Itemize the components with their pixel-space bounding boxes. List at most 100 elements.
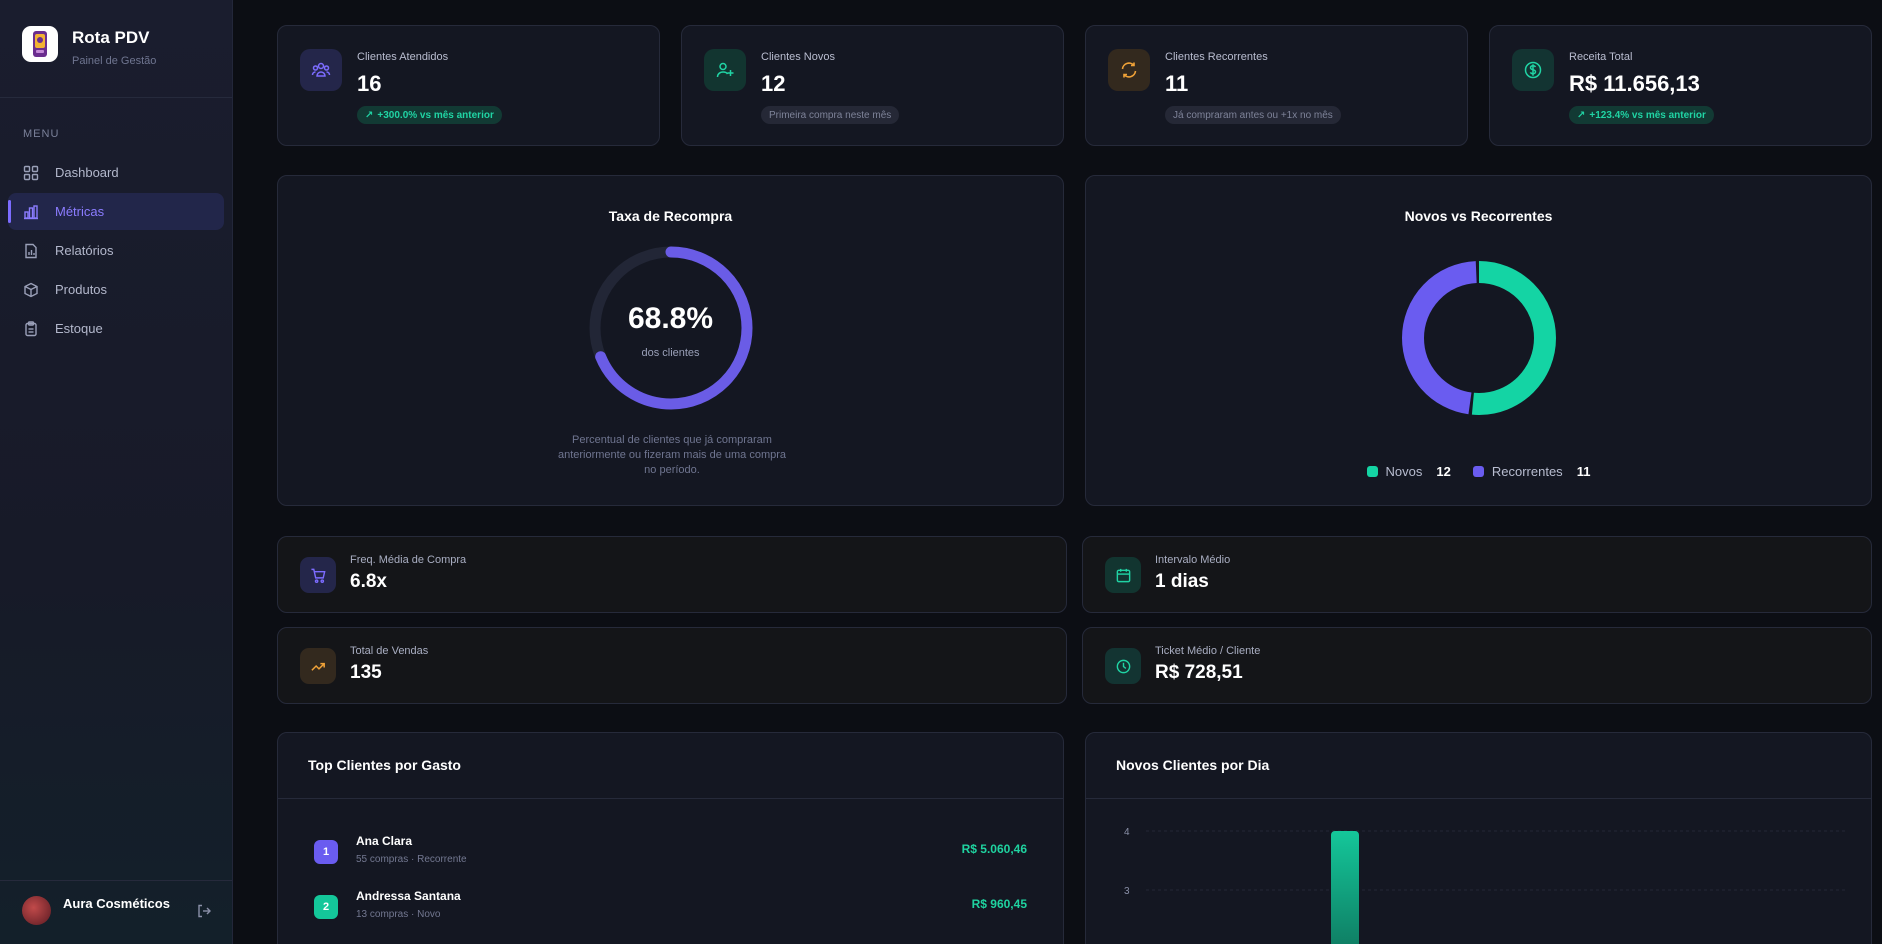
sidebar-nav: Dashboard Métricas Relatórios Produtos: [8, 154, 224, 349]
new-clients-per-day-panel: Novos Clientes por Dia 4 3: [1085, 732, 1872, 944]
client-amount: R$ 5.060,46: [961, 842, 1027, 856]
metric-card-freq-media: Freq. Média de Compra 6.8x: [277, 536, 1067, 613]
sidebar-item-label: Dashboard: [55, 165, 119, 180]
stat-label: Receita Total: [1569, 51, 1633, 63]
donut-slice-recorrentes: [1402, 261, 1556, 415]
legend-item-recorrentes: Recorrentes 11: [1472, 464, 1590, 479]
divider: [0, 880, 232, 881]
repurchase-rate-panel: Taxa de Recompra 68.8% dos clientes Perc…: [277, 175, 1064, 506]
metric-value: 6.8x: [350, 571, 387, 592]
sidebar-item-dashboard[interactable]: Dashboard: [8, 154, 224, 191]
donut-chart: [1402, 261, 1556, 415]
trend-up-icon: ↗: [365, 109, 374, 121]
list-item[interactable]: 2 Andressa Santana 13 compras · Novo R$ …: [314, 887, 1027, 927]
metric-value: 1 dias: [1155, 571, 1209, 592]
bar-chart-icon: [24, 204, 38, 219]
metric-card-total-vendas: Total de Vendas 135: [277, 627, 1067, 704]
stat-value: R$ 11.656,13: [1569, 71, 1700, 96]
stat-value: 11: [1165, 71, 1189, 96]
client-amount: R$ 960,45: [971, 897, 1027, 911]
clock-icon: [1105, 648, 1141, 684]
sidebar-item-relatorios[interactable]: Relatórios: [8, 232, 224, 269]
grid-icon: [23, 165, 39, 180]
legend-swatch: [1366, 466, 1378, 477]
legend-swatch: [1472, 466, 1484, 477]
metric-label: Ticket Médio / Cliente: [1155, 645, 1261, 657]
stat-label: Clientes Novos: [761, 51, 835, 63]
stat-label: Clientes Recorrentes: [1165, 51, 1268, 63]
panel-title: Novos vs Recorrentes: [1404, 208, 1553, 224]
new-vs-recurring-panel: Novos vs Recorrentes Novos 12 Recorrente…: [1085, 175, 1872, 506]
top-clients-panel: Top Clientes por Gasto 1 Ana Clara 55 co…: [277, 732, 1064, 944]
user-plus-icon: [704, 49, 746, 91]
file-chart-icon: [25, 243, 37, 258]
brand-subtitle: Painel de Gestão: [72, 55, 157, 67]
sidebar-item-label: Relatórios: [55, 243, 114, 258]
stat-card-clientes-recorrentes: Clientes Recorrentes 11 Já compraram ant…: [1085, 25, 1468, 146]
trending-up-icon: [300, 648, 336, 684]
brand-logo-icon: [22, 26, 58, 62]
client-name: Andressa Santana: [356, 889, 461, 903]
clipboard-icon: [25, 320, 37, 336]
metric-value: 135: [350, 662, 382, 683]
brand[interactable]: Rota PDV Painel de Gestão: [22, 26, 156, 67]
donut-slice-novos: [1402, 261, 1556, 415]
stat-badge: Já compraram antes ou +1x no mês: [1165, 106, 1341, 124]
client-meta: 55 compras · Recorrente: [356, 854, 467, 865]
logout-icon[interactable]: [196, 903, 212, 919]
sidebar-item-label: Estoque: [55, 321, 103, 336]
repurchase-gauge: [589, 246, 753, 410]
y-tick-label: 3: [1124, 886, 1130, 897]
stat-badge: Primeira compra neste mês: [761, 106, 900, 124]
users-group-icon: [300, 49, 342, 91]
client-meta: 13 compras · Novo: [356, 909, 441, 920]
bar: [1331, 831, 1359, 944]
avatar: [22, 896, 51, 925]
stat-label: Clientes Atendidos: [357, 51, 449, 63]
divider: [0, 97, 232, 98]
sidebar-item-label: Produtos: [55, 282, 108, 297]
gauge-arc: [589, 246, 753, 410]
repurchase-description: Percentual de clientes que já compraram …: [557, 434, 787, 476]
cart-icon: [300, 557, 336, 593]
client-name: Ana Clara: [356, 834, 413, 848]
stat-badge: ↗ +300.0% vs mês anterior: [357, 106, 502, 124]
stat-card-receita-total: Receita Total R$ 11.656,13 ↗ +123.4% vs m…: [1489, 25, 1872, 146]
list-item[interactable]: 1 Ana Clara 55 compras · Recorrente R$ 5…: [314, 832, 1027, 872]
divider: [278, 798, 1063, 799]
sidebar-item-estoque[interactable]: Estoque: [8, 310, 224, 347]
legend-item-novos: Novos 12: [1366, 464, 1451, 479]
sidebar-item-metricas[interactable]: Métricas: [8, 193, 224, 230]
metric-label: Total de Vendas: [350, 645, 429, 657]
y-tick-label: 4: [1124, 827, 1130, 838]
calendar-icon: [1105, 557, 1141, 593]
box-icon: [24, 282, 38, 297]
panel-title: Taxa de Recompra: [608, 208, 733, 224]
trend-up-icon: ↗: [1577, 109, 1586, 121]
metric-card-intervalo-medio: Intervalo Médio 1 dias: [1082, 536, 1872, 613]
stat-value: 12: [761, 71, 786, 96]
refresh-icon: [1108, 49, 1150, 91]
repurchase-caption: dos clientes: [641, 347, 700, 359]
stat-card-clientes-novos: Clientes Novos 12 Primeira compra neste …: [681, 25, 1064, 146]
metric-label: Freq. Média de Compra: [350, 554, 467, 566]
stat-badge: ↗ +123.4% vs mês anterior: [1569, 106, 1714, 124]
metric-value: R$ 728,51: [1155, 662, 1243, 683]
legend-label: Novos: [1385, 464, 1423, 479]
menu-label: MENU: [23, 128, 60, 140]
user-profile: Aura Cosméticos: [22, 896, 212, 925]
bar-chart: 4 3: [1124, 827, 1846, 944]
metric-card-ticket-medio: Ticket Médio / Cliente R$ 728,51: [1082, 627, 1872, 704]
sidebar-item-label: Métricas: [55, 204, 105, 219]
sidebar-item-produtos[interactable]: Produtos: [8, 271, 224, 308]
repurchase-value: 68.8%: [627, 302, 714, 335]
metric-label: Intervalo Médio: [1155, 554, 1231, 566]
rank-badge: 1: [314, 840, 338, 864]
panel-title: Top Clientes por Gasto: [308, 757, 461, 773]
panel-title: Novos Clientes por Dia: [1116, 757, 1270, 773]
user-name: Aura Cosméticos: [63, 896, 170, 911]
stat-card-clientes-atendidos: Clientes Atendidos 16 ↗ +300.0% vs mês an…: [277, 25, 660, 146]
sidebar: Rota PDV Painel de Gestão MENU Dashboard…: [0, 0, 233, 944]
dollar-circle-icon: [1512, 49, 1554, 91]
stat-value: 16: [357, 71, 382, 96]
